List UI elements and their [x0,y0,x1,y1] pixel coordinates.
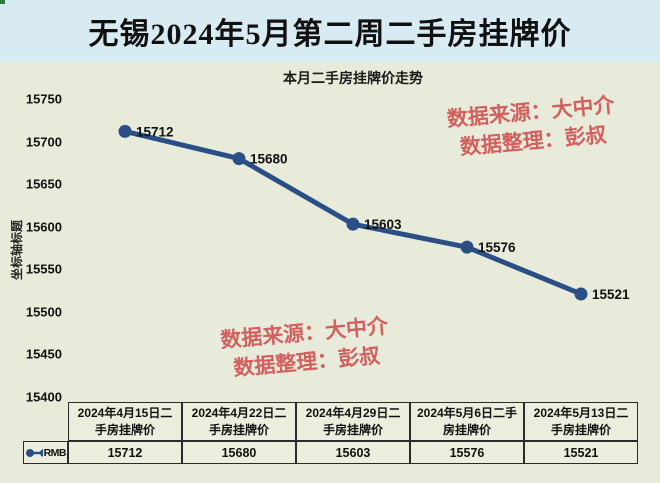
page-title: 无锡2024年5月第二周二手房挂牌价 [88,18,572,51]
y-axis-tick-label: 15600 [25,219,62,235]
data-point-marker [118,124,132,138]
y-axis-tick-label: 15450 [25,346,62,362]
data-table-header-row: 2024年4月15日二手房挂牌价 2024年4月22日二手房挂牌价 2024年4月2… [68,402,638,441]
title-band: 无锡2024年5月第二周二手房挂牌价 [0,0,660,62]
y-axis-ticks: 15750 15700 15650 15600 15550 15500 15450 15400 [0,62,62,483]
chart-title: 本月二手房挂牌价走势 [283,70,423,86]
data-point-label: 15603 [364,217,402,232]
y-axis-tick-label: 15700 [25,134,62,150]
table-value-cell: 15603 [296,441,410,464]
data-point-marker [460,240,474,254]
table-header-cell: 2024年4月15日二手房挂牌价 [68,402,182,441]
table-header-cell: 2024年4月22日二手房挂牌价 [182,402,296,441]
y-axis-tick-label: 15650 [25,176,62,192]
table-header-cell: 2024年5月13日二手房挂牌价 [524,402,638,441]
legend-series-label: RMB [43,446,67,459]
data-point-marker [574,287,588,301]
table-value-cell: 15576 [410,441,524,464]
y-axis-tick-label: 15400 [25,389,62,405]
data-point-marker [346,217,360,231]
y-axis-tick-label: 15500 [25,304,62,320]
table-header-cell: 2024年5月6日二手房挂牌价 [410,402,524,441]
data-point-label: 15576 [478,240,516,255]
y-axis-tick-label: 15750 [25,91,62,107]
data-point-marker [232,152,246,166]
table-value-cell: 15712 [68,441,182,464]
corner-artifact [0,0,5,4]
chart-data-table: 2024年4月15日二手房挂牌价 2024年4月22日二手房挂牌价 2024年4月2… [23,402,638,464]
chart-area: 本月二手房挂牌价走势 坐标轴标题 15750 15700 15650 15600 155… [0,62,660,483]
data-point-label: 15712 [136,124,174,139]
data-point-label: 15680 [250,152,288,167]
table-value-cell: 15521 [524,441,638,464]
legend-line-marker-icon [26,448,43,457]
table-header-cell: 2024年4月29日二手房挂牌价 [296,402,410,441]
y-axis-tick-label: 15550 [25,261,62,277]
line-chart-svg: 15712 15680 15603 15576 15521 [118,124,630,302]
table-value-cell: 15680 [182,441,296,464]
data-table-values-row: RMB 15712 15680 15603 15576 15521 [23,441,638,464]
data-point-label: 15521 [592,287,630,302]
legend-cell: RMB [23,441,68,464]
